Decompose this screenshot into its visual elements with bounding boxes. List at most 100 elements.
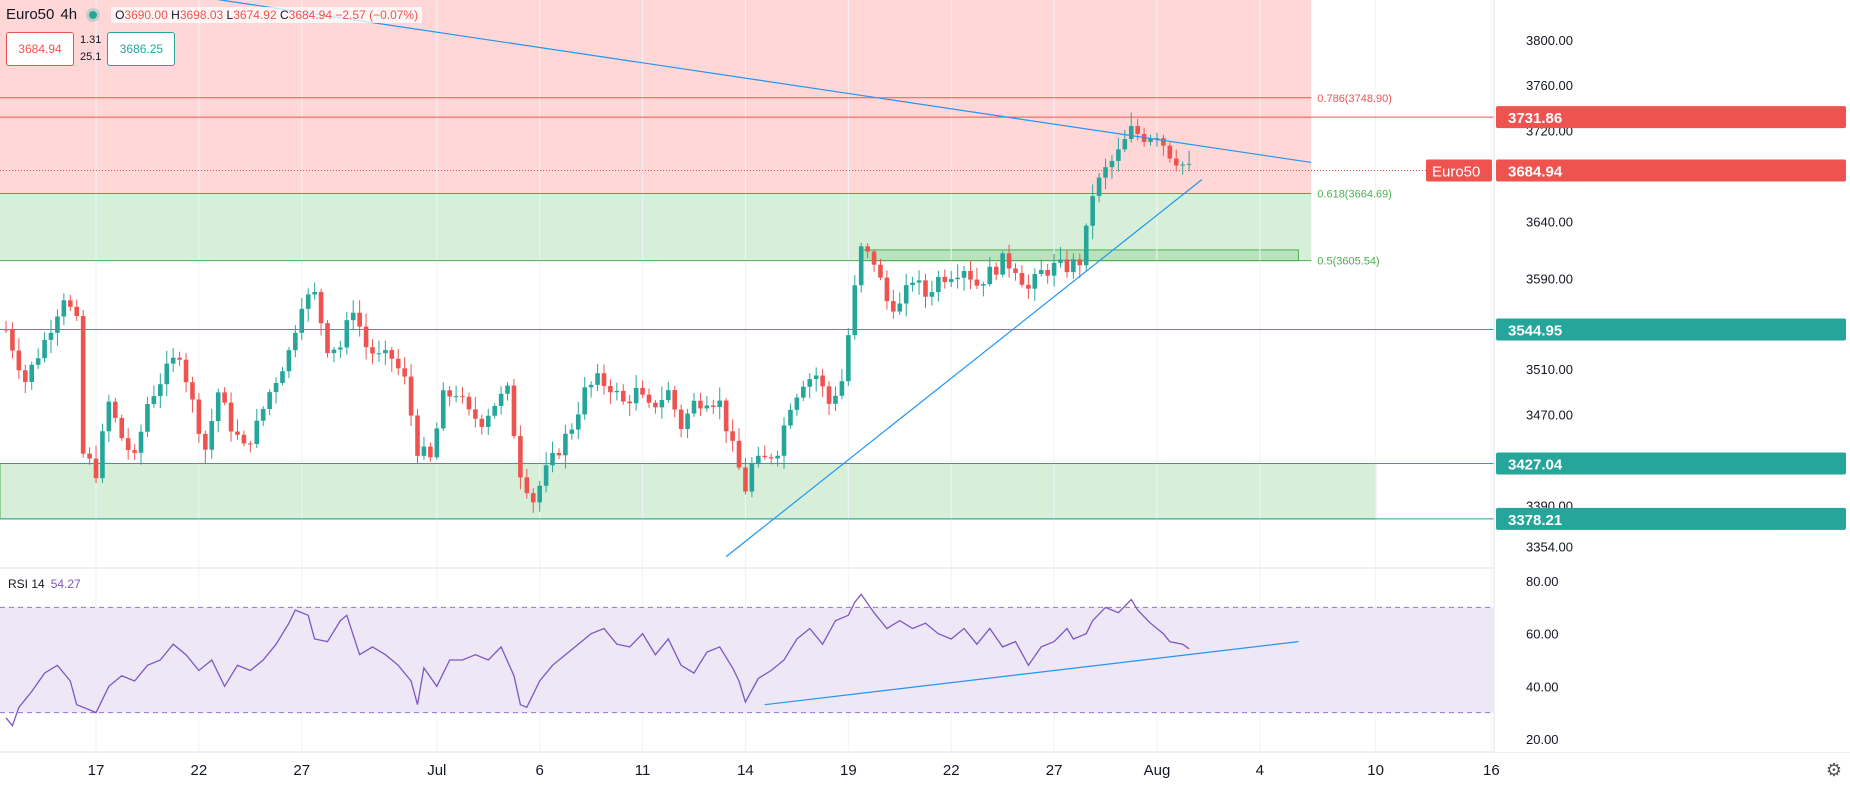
time-tick-label: 14 <box>737 762 754 779</box>
candle-body <box>614 390 620 393</box>
candle-body <box>1096 177 1102 197</box>
candle-body <box>1026 284 1031 289</box>
zone-1 <box>0 97 1312 194</box>
candle-body <box>299 308 305 333</box>
candle-body <box>781 425 787 456</box>
rsi-pane <box>0 593 1494 728</box>
candle-body <box>563 433 568 456</box>
level-price-tag <box>1496 106 1846 129</box>
open-value: 3690.00 <box>124 7 168 22</box>
symbol-price-tag <box>1426 159 1492 182</box>
candle-body <box>460 396 465 398</box>
candle-body <box>1103 167 1108 178</box>
candle-body <box>215 392 221 422</box>
candle-body <box>1038 270 1044 275</box>
candle-body <box>620 390 626 402</box>
candle-body <box>421 446 427 456</box>
price-tick-label: 3354.00 <box>1526 539 1573 554</box>
candle-body <box>1173 158 1179 166</box>
candle-body <box>897 303 903 312</box>
candle-body <box>717 400 723 407</box>
candles-layer <box>3 112 1192 513</box>
candle-body <box>434 428 440 458</box>
candle-body <box>801 386 806 398</box>
candle-body <box>595 373 600 385</box>
candle-body <box>1128 126 1134 140</box>
candle-body <box>788 409 793 426</box>
rsi-trendline <box>764 641 1299 706</box>
candle-body <box>100 431 105 479</box>
candle-body <box>916 280 922 283</box>
symbol-name[interactable]: Euro50 <box>6 6 55 23</box>
candle-body <box>473 409 478 419</box>
candle-body <box>408 376 414 416</box>
market-status-icon <box>89 10 98 19</box>
candle-body <box>132 450 137 453</box>
price-axis[interactable]: 3800.003760.003720.003640.003590.003510.… <box>1426 0 1850 752</box>
candle-body <box>756 455 761 464</box>
candle-body <box>338 347 343 350</box>
candle-body <box>813 375 819 380</box>
candle-body <box>151 396 157 405</box>
candle-body <box>685 413 690 430</box>
time-tick-label: Aug <box>1144 762 1171 779</box>
levels-layer: 0.786(3748.90) 0.618(3664.69) 0.5(3605.54) <box>0 93 1494 520</box>
candle-body <box>1032 274 1038 289</box>
candle-body <box>903 285 909 304</box>
fib-label-0: 0.786(3748.90) <box>1317 93 1392 105</box>
candle-body <box>871 251 877 265</box>
time-tick-label: 17 <box>88 762 105 779</box>
candle-body <box>158 384 163 397</box>
candle-body <box>1045 270 1050 276</box>
candle-body <box>653 402 658 408</box>
candle-body <box>331 349 337 354</box>
level-price-tag <box>1496 507 1846 530</box>
rsi-name[interactable]: RSI 14 <box>8 577 45 591</box>
candle-body <box>942 276 948 282</box>
candle-body <box>987 266 993 285</box>
candle-body <box>878 264 883 278</box>
candle-body <box>479 418 485 427</box>
candle-body <box>723 400 729 432</box>
level-price-tag-label: 3731.86 <box>1508 110 1562 127</box>
candle-body <box>395 358 401 369</box>
candle-body <box>833 395 838 404</box>
candle-body <box>492 405 497 416</box>
candle-body <box>775 455 780 459</box>
candle-body <box>273 382 279 393</box>
candle-body <box>691 400 697 414</box>
candle-body <box>29 364 35 382</box>
candle-body <box>1154 138 1160 140</box>
candle-body <box>16 350 22 371</box>
candle-body <box>1051 262 1057 276</box>
time-tick-label: 11 <box>635 762 651 779</box>
settings-gear-icon[interactable]: ⚙ <box>1825 760 1842 780</box>
candle-body <box>170 357 176 364</box>
zones-layer <box>0 0 1377 520</box>
candle-body <box>1135 126 1140 134</box>
candle-body <box>891 301 896 312</box>
candle-body <box>344 320 350 348</box>
interval-label[interactable]: 4h <box>60 6 78 23</box>
candle-body <box>68 300 73 307</box>
time-tick-label: Jul <box>427 762 446 779</box>
low-value: 3674.92 <box>233 7 277 22</box>
candle-body <box>961 270 967 278</box>
buy-button[interactable]: 3686.25 <box>107 32 176 66</box>
candle-body <box>203 433 208 450</box>
candle-body <box>575 414 581 430</box>
candle-body <box>768 457 774 459</box>
time-axis[interactable]: 17 22 27 Jul 6 11 14 19 22 27 Aug 4 10 16 <box>88 762 1500 779</box>
candle-body <box>582 387 587 415</box>
candle-body <box>711 405 716 407</box>
level-price-tag-label: 3378.21 <box>1508 512 1562 529</box>
time-tick-label: 16 <box>1483 762 1500 779</box>
candle-body <box>466 396 472 410</box>
candle-body <box>415 415 420 456</box>
time-tick-label: 22 <box>943 762 960 779</box>
candle-body <box>164 363 170 385</box>
candle-body <box>839 381 845 396</box>
candle-body <box>267 392 272 410</box>
sell-button[interactable]: 3684.94 <box>6 32 74 66</box>
